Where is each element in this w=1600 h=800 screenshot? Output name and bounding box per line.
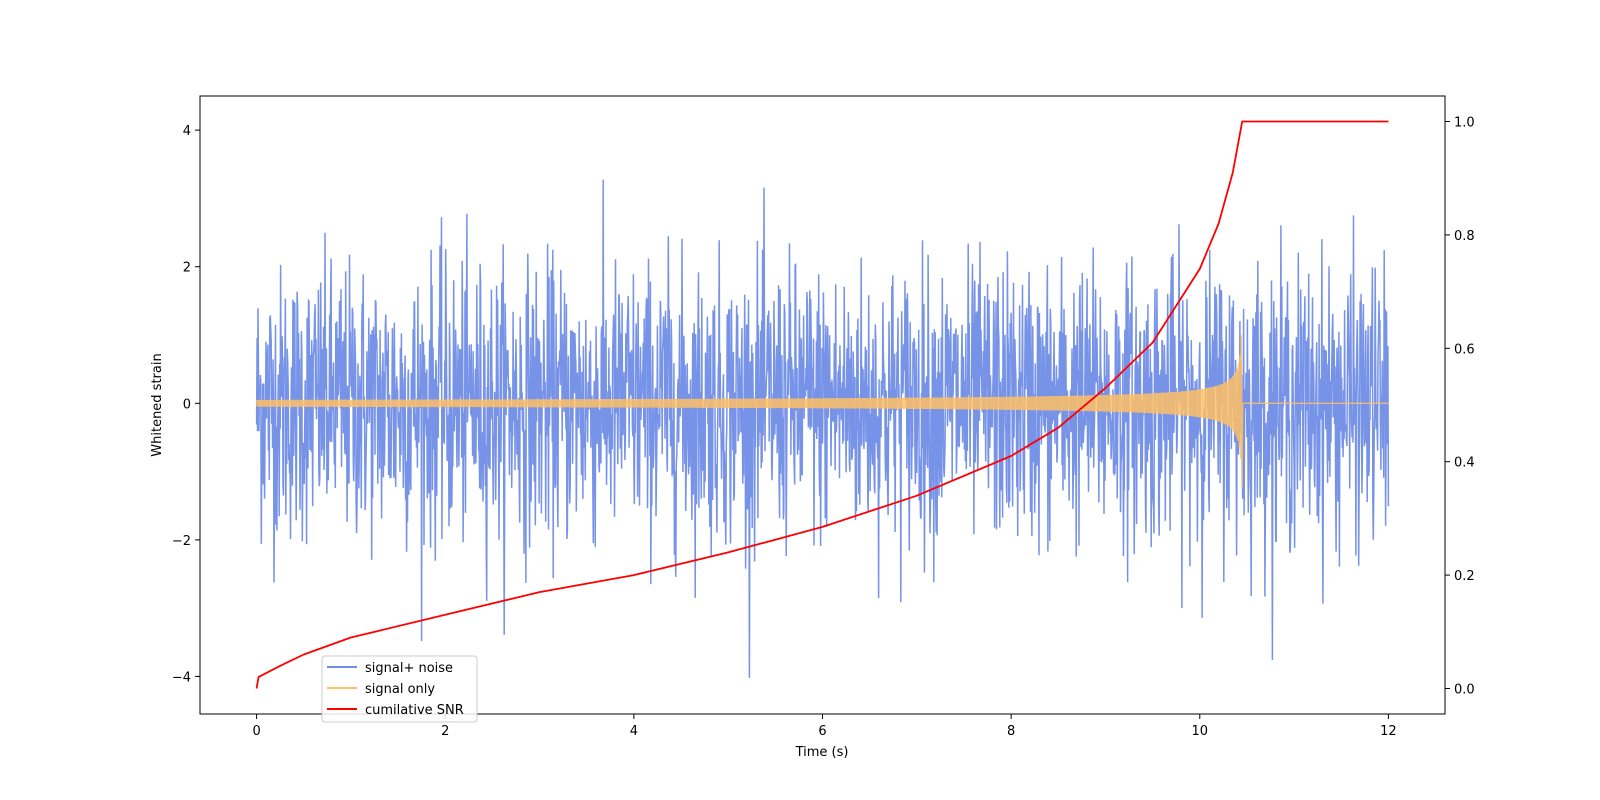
y-tick-label: 0 — [183, 397, 191, 412]
y-tick-label: −4 — [172, 670, 191, 685]
x-axis-label: Time (s) — [795, 745, 849, 760]
series-layer — [255, 120, 1390, 689]
legend: signal+ noise signal only cumilative SNR — [321, 655, 478, 723]
legend-label-cumulative-snr: cumilative SNR — [365, 703, 464, 718]
x-tick-label: 10 — [1191, 724, 1208, 739]
right-y-tick-label: 1.0 — [1454, 116, 1475, 131]
series-signal-noise — [255, 179, 1390, 678]
y-tick-label: 2 — [183, 261, 191, 276]
y-tick-label: 4 — [183, 124, 191, 139]
x-tick-label: 0 — [252, 724, 260, 739]
legend-label-signal-only: signal only — [365, 682, 435, 697]
x-tick-label: 8 — [1007, 724, 1015, 739]
x-tick-label: 12 — [1380, 724, 1397, 739]
y-tick-label: −2 — [172, 534, 191, 549]
series-signal-only — [255, 335, 1389, 489]
legend-label-signal-noise: signal+ noise — [365, 661, 453, 676]
left-y-axis-ticks: −4 −2 0 2 4 — [172, 124, 200, 685]
x-axis-ticks: 0 2 4 6 8 10 12 — [252, 714, 1397, 739]
series-cumulative-snr — [255, 120, 1389, 689]
right-y-tick-label: 0.0 — [1454, 682, 1475, 697]
legend-box — [321, 655, 478, 723]
right-y-tick-label: 0.2 — [1454, 569, 1475, 584]
right-y-axis-ticks: 0.0 0.2 0.4 0.6 0.8 1.0 — [1445, 116, 1475, 697]
x-tick-label: 2 — [441, 724, 449, 739]
right-y-tick-label: 0.4 — [1454, 456, 1475, 471]
x-tick-label: 4 — [630, 724, 638, 739]
x-tick-label: 6 — [818, 724, 826, 739]
right-y-tick-label: 0.6 — [1454, 342, 1475, 357]
y-axis-label: Whitened strain — [150, 353, 165, 456]
right-y-tick-label: 0.8 — [1454, 229, 1475, 244]
